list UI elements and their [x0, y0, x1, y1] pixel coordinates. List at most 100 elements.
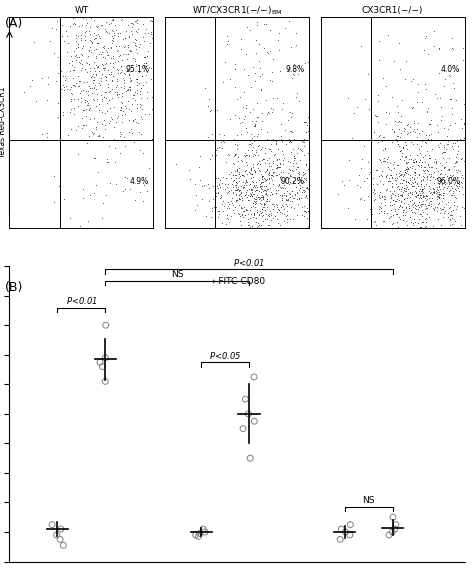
Point: [318, 199, 326, 208]
Point: [419, 186, 426, 195]
Point: [414, 161, 422, 170]
Point: [103, 158, 110, 167]
Point: [312, 203, 320, 212]
Point: [246, 188, 254, 197]
Point: [357, 194, 365, 203]
Point: [234, 209, 242, 218]
Point: [310, 189, 317, 198]
Point: [435, 183, 442, 192]
Point: [410, 5, 417, 14]
Point: [94, 167, 102, 176]
Point: [310, 103, 317, 112]
Point: [379, 217, 387, 226]
Point: [336, 204, 344, 213]
Point: [100, 41, 108, 50]
Point: [269, 134, 276, 143]
Point: [298, 183, 306, 192]
Point: [232, 235, 239, 244]
Point: [455, 177, 463, 186]
Point: [224, 150, 232, 159]
Point: [402, 169, 410, 178]
Point: [365, 191, 372, 201]
Point: [62, 74, 69, 83]
Point: [408, 189, 416, 198]
Point: [273, 155, 281, 164]
Point: [427, 135, 434, 144]
Point: [425, 187, 433, 196]
Point: [423, 171, 431, 180]
Point: [82, 0, 90, 7]
Point: [463, 16, 470, 25]
Point: [75, 150, 82, 159]
Text: NS: NS: [171, 270, 183, 280]
Point: [109, 53, 117, 62]
Point: [236, 194, 244, 203]
Point: [267, 139, 274, 148]
Point: [392, 520, 400, 529]
Point: [256, 183, 264, 192]
Point: [280, 153, 287, 162]
Point: [143, 9, 151, 18]
Point: [72, 31, 80, 40]
Point: [303, 203, 311, 213]
Point: [380, 180, 387, 189]
Point: [253, 159, 261, 168]
Point: [240, 150, 248, 159]
Point: [385, 174, 392, 183]
Point: [404, 183, 411, 192]
Point: [148, 34, 155, 43]
Point: [66, 21, 73, 30]
Point: [419, 186, 426, 195]
Point: [255, 219, 262, 228]
Point: [336, 199, 343, 208]
Point: [419, 207, 427, 216]
Point: [452, 181, 460, 190]
Point: [394, 204, 401, 213]
Point: [374, 166, 381, 175]
Point: [38, 73, 46, 83]
Point: [441, 180, 448, 189]
Point: [142, 61, 150, 70]
Point: [440, 140, 447, 150]
Point: [154, 29, 161, 38]
Point: [447, 182, 455, 191]
Point: [464, 116, 472, 125]
Point: [229, 200, 237, 209]
Point: [95, 100, 102, 109]
Point: [201, 49, 209, 58]
Point: [454, 183, 462, 192]
Point: [240, 206, 248, 215]
Point: [127, 46, 134, 55]
Point: [464, 186, 471, 195]
Point: [411, 155, 419, 164]
Point: [278, 196, 286, 205]
Point: [465, 170, 473, 179]
Point: [437, 170, 444, 179]
Point: [117, 148, 124, 158]
Point: [267, 146, 274, 155]
Point: [453, 181, 460, 190]
Point: [273, 136, 280, 146]
Point: [253, 194, 260, 203]
Point: [93, 117, 101, 127]
Point: [285, 189, 293, 198]
Point: [472, 151, 474, 160]
Point: [315, 190, 322, 199]
Point: [414, 218, 422, 227]
Point: [259, 187, 267, 196]
Point: [180, 65, 187, 74]
Point: [401, 135, 408, 144]
Point: [469, 213, 474, 222]
Point: [281, 31, 289, 40]
Point: [258, 69, 266, 79]
Point: [399, 207, 407, 216]
Point: [319, 164, 327, 174]
Point: [372, 187, 379, 196]
Point: [338, 221, 346, 230]
Point: [428, 171, 435, 180]
Point: [299, 103, 306, 112]
Point: [81, 36, 88, 45]
Point: [391, 194, 399, 203]
Point: [251, 76, 259, 85]
Point: [212, 145, 219, 154]
